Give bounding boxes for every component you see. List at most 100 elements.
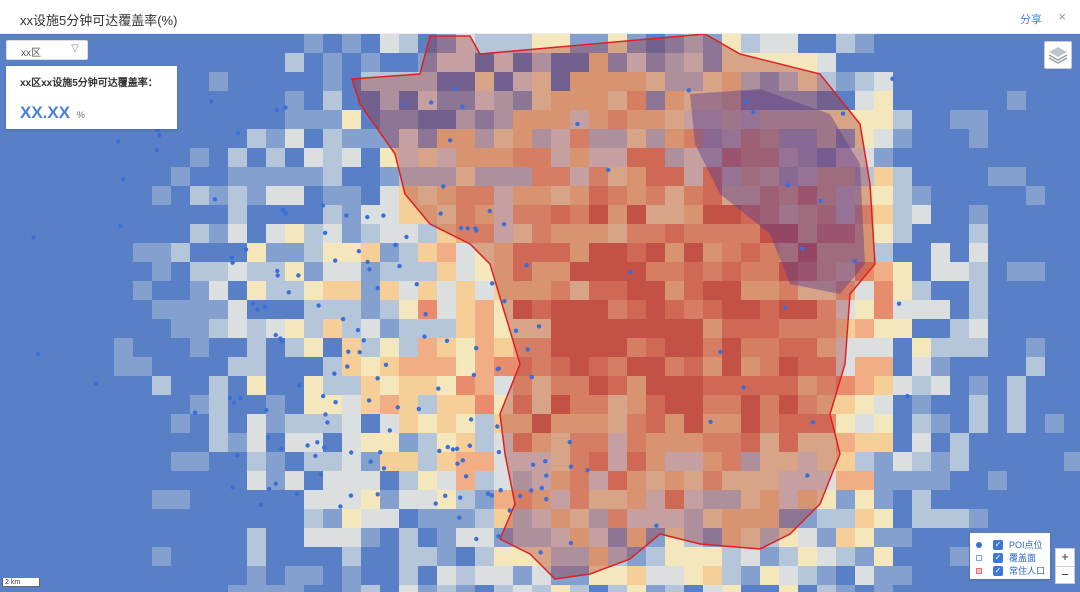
poi-point[interactable] [118, 223, 123, 228]
poi-point[interactable] [568, 540, 574, 546]
poi-point[interactable] [473, 226, 478, 231]
poi-point[interactable] [785, 183, 790, 188]
poi-point[interactable] [502, 299, 507, 304]
poi-point[interactable] [154, 147, 160, 153]
poi-point[interactable] [513, 328, 519, 333]
poi-point[interactable] [381, 466, 387, 471]
poi-point[interactable] [305, 443, 310, 448]
poi-point[interactable] [243, 247, 249, 252]
poi-point[interactable] [229, 255, 235, 260]
poi-point[interactable] [346, 349, 351, 354]
poi-point[interactable] [744, 99, 749, 104]
poi-point[interactable] [496, 534, 501, 539]
poi-point[interactable] [507, 508, 512, 513]
poi-point[interactable] [445, 444, 450, 450]
zoom-in-button[interactable]: + [1056, 549, 1074, 567]
poi-point[interactable] [258, 502, 264, 508]
poi-point[interactable] [437, 448, 442, 454]
poi-point[interactable] [361, 338, 366, 343]
poi-point[interactable] [463, 474, 469, 479]
poi-point[interactable] [322, 230, 328, 236]
poi-point[interactable] [422, 334, 427, 339]
share-link[interactable]: 分享 [1020, 14, 1042, 26]
poi-point[interactable] [275, 268, 280, 274]
legend-checkbox-poi[interactable]: ✓ [993, 540, 1003, 550]
map-canvas[interactable] [0, 34, 1080, 592]
poi-point[interactable] [401, 102, 406, 107]
poi-point[interactable] [255, 307, 260, 312]
poi-point[interactable] [890, 76, 895, 81]
poi-point[interactable] [348, 493, 354, 498]
poi-point[interactable] [810, 420, 816, 425]
poi-point[interactable] [530, 462, 536, 467]
poi-point[interactable] [751, 109, 756, 115]
poi-point[interactable] [436, 386, 441, 391]
zoom-out-button[interactable]: − [1061, 567, 1069, 582]
poi-point[interactable] [333, 400, 338, 405]
poi-point[interactable] [455, 461, 460, 466]
poi-point[interactable] [454, 446, 460, 451]
poi-point[interactable] [31, 235, 36, 240]
poi-point[interactable] [294, 491, 300, 496]
poi-point[interactable] [375, 492, 380, 497]
poi-point[interactable] [575, 121, 580, 127]
poi-point[interactable] [278, 336, 283, 341]
poi-point[interactable] [654, 523, 659, 528]
poi-point[interactable] [273, 481, 278, 486]
poi-point[interactable] [275, 273, 280, 278]
poi-point[interactable] [318, 472, 324, 477]
poi-point[interactable] [460, 458, 465, 463]
poi-point[interactable] [536, 324, 542, 329]
poi-point[interactable] [209, 99, 214, 104]
poi-point[interactable] [606, 167, 611, 173]
poi-point[interactable] [267, 486, 272, 491]
poi-point[interactable] [489, 493, 494, 498]
poi-point[interactable] [458, 225, 464, 231]
poi-point[interactable] [501, 222, 507, 227]
poi-point[interactable] [274, 108, 279, 113]
poi-point[interactable] [316, 303, 321, 308]
poi-point[interactable] [227, 395, 233, 401]
poi-point[interactable] [783, 305, 788, 310]
poi-point[interactable] [465, 226, 470, 231]
poi-point[interactable] [273, 332, 278, 338]
legend-item-population[interactable]: ✓ 常住人口 [976, 566, 1048, 578]
poi-point[interactable] [357, 350, 362, 355]
poi-point[interactable] [544, 496, 549, 502]
poi-point[interactable] [805, 473, 810, 478]
poi-point[interactable] [818, 198, 823, 204]
poi-point[interactable] [378, 450, 383, 455]
poi-point[interactable] [487, 208, 492, 214]
poi-point[interactable] [495, 366, 500, 372]
poi-point[interactable] [498, 488, 503, 493]
poi-point[interactable] [800, 246, 805, 251]
poi-point[interactable] [524, 263, 529, 268]
poi-point[interactable] [539, 485, 544, 491]
poi-point[interactable] [332, 371, 337, 376]
poi-point[interactable] [355, 328, 361, 333]
poi-point[interactable] [236, 130, 241, 136]
poi-point[interactable] [686, 88, 691, 93]
poi-point[interactable] [230, 485, 236, 490]
poi-point[interactable] [368, 459, 373, 464]
poi-point[interactable] [116, 139, 121, 144]
poi-point[interactable] [496, 449, 502, 455]
poi-point[interactable] [235, 452, 240, 458]
poi-point[interactable] [741, 385, 746, 390]
poi-point[interactable] [366, 398, 372, 403]
poi-point[interactable] [262, 304, 267, 309]
poi-point[interactable] [433, 501, 438, 506]
poi-point[interactable] [423, 312, 428, 317]
poi-point[interactable] [538, 550, 543, 555]
poi-point[interactable] [280, 208, 286, 213]
poi-point[interactable] [428, 100, 434, 105]
poi-point[interactable] [375, 285, 380, 291]
poi-point[interactable] [485, 491, 491, 496]
poi-point[interactable] [718, 349, 723, 355]
poi-point[interactable] [296, 273, 301, 278]
poi-point[interactable] [518, 493, 523, 499]
legend-checkbox-coverage[interactable]: ✓ [993, 553, 1003, 563]
poi-point[interactable] [444, 338, 450, 343]
poi-point[interactable] [250, 301, 255, 307]
poi-point[interactable] [529, 488, 534, 493]
